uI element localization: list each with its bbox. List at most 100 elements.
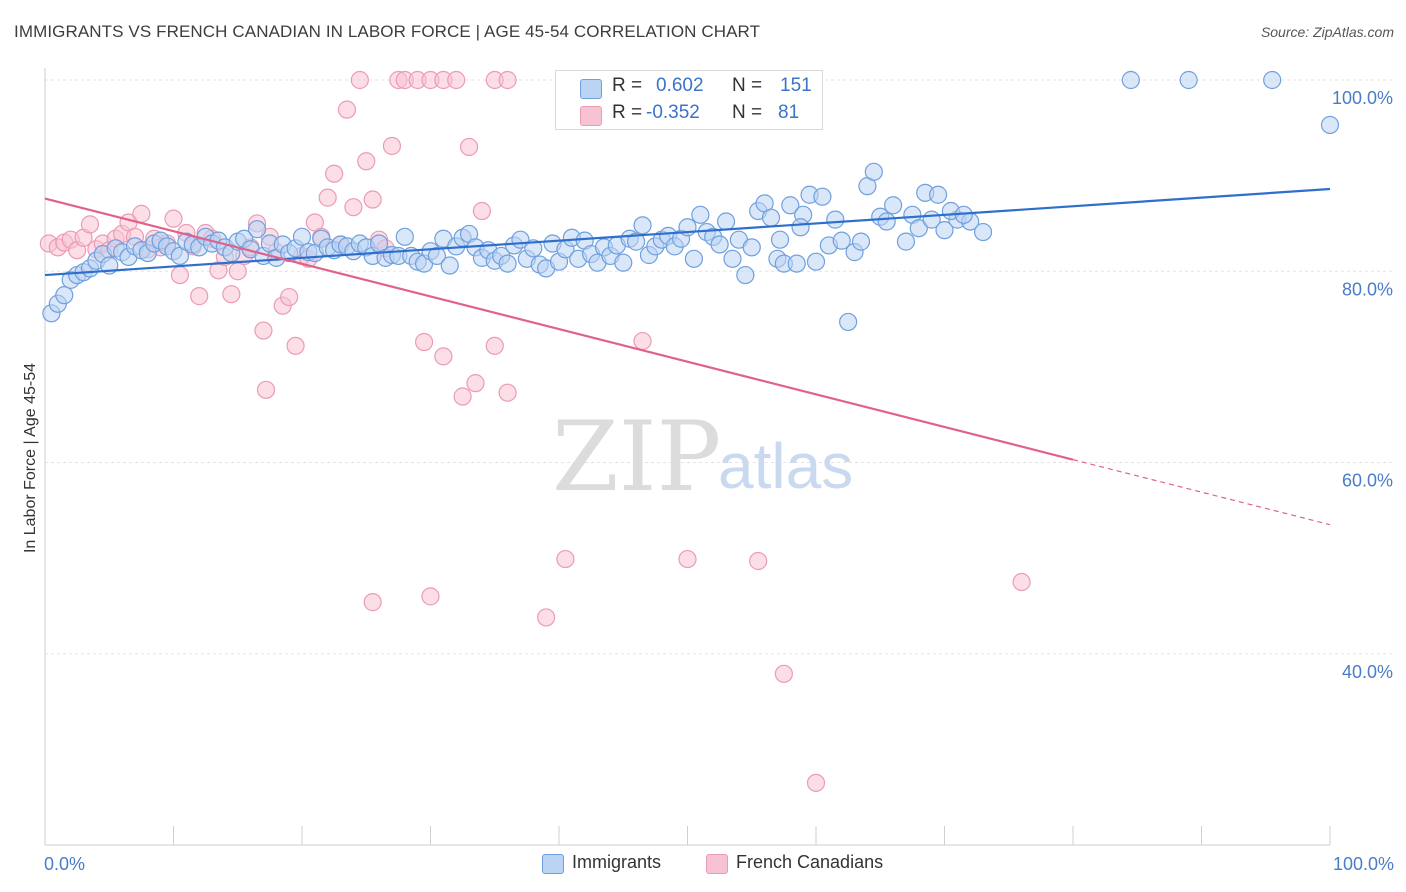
french-canadians-point <box>537 608 556 627</box>
french-canadians-point <box>132 204 151 223</box>
french-canadians-point <box>447 70 466 90</box>
immigrants-point <box>633 216 652 235</box>
y-tick-labels: 100.0% 80.0% 60.0% 40.0% <box>1332 88 1393 682</box>
french-canadians-point <box>459 137 479 157</box>
french-canadians-point <box>749 551 768 571</box>
immigrants-point <box>806 252 826 271</box>
french-canadians-points <box>39 70 1031 792</box>
legend-label: Immigrants <box>572 852 662 872</box>
immigrants-point <box>770 230 790 249</box>
immigrants-point <box>716 212 736 231</box>
french-canadians-point <box>337 100 357 119</box>
grid-lines <box>45 79 1395 655</box>
french-canadians-point <box>256 380 276 399</box>
french-canadians-point <box>357 152 376 171</box>
french-canadians-point <box>498 383 517 402</box>
immigrants-point <box>864 162 883 181</box>
french-canadians-point <box>434 347 453 366</box>
immigrants-point <box>813 187 832 206</box>
n-label: N = <box>732 75 763 96</box>
french-canadians-point <box>325 164 344 183</box>
stats-row-immigrants: R = 0.602 N = 151 <box>556 75 822 101</box>
r-label: R = <box>612 75 643 96</box>
source-credit: Source: ZipAtlas.com <box>1260 24 1394 40</box>
immigrants-point <box>791 218 810 237</box>
french-canadians-point <box>222 285 241 304</box>
french-canadians-point <box>318 188 337 207</box>
trend-lines <box>44 187 1331 526</box>
french-canadians-point <box>190 287 209 306</box>
french-canadians-point <box>774 664 793 683</box>
immigrants-point <box>292 227 312 246</box>
immigrants-point <box>55 286 74 305</box>
french-canadians-point <box>363 593 382 612</box>
french-canadians-point <box>363 190 382 209</box>
watermark: ZIP atlas <box>552 401 853 513</box>
immigrants-point <box>851 232 871 251</box>
immigrants-point <box>973 222 993 242</box>
r-label: R = <box>612 102 643 123</box>
immigrants-point <box>427 246 447 266</box>
immigrants-point <box>781 196 800 215</box>
french-canadians-point <box>254 321 273 340</box>
immigrants-point <box>395 227 414 246</box>
y-axis-label: In Labor Force | Age 45-54 <box>22 363 39 553</box>
legend-label: French Canadians <box>736 852 884 872</box>
immigrants-point <box>909 219 928 238</box>
immigrants-point <box>626 232 646 251</box>
immigrants-point <box>928 185 948 204</box>
french-canadians-point <box>80 215 100 234</box>
french-canadians-trend-line <box>44 197 1074 461</box>
french-swatch <box>580 106 602 126</box>
french-canadians-point <box>485 336 504 355</box>
n-value: 81 <box>778 102 800 123</box>
french-canadians-point <box>414 332 434 352</box>
chart-title: IMMIGRANTS VS FRENCH CANADIAN IN LABOR F… <box>14 22 761 41</box>
immigrants-point <box>614 253 633 272</box>
french-canadians-point <box>382 136 402 156</box>
french-canadians-point <box>1012 572 1031 592</box>
y-tick-label: 80.0% <box>1342 279 1393 299</box>
french-canadians-point <box>421 587 440 606</box>
immigrants-point <box>524 239 543 258</box>
immigrants-point <box>684 249 704 268</box>
french-canadians-trend-extension <box>1072 459 1331 526</box>
x-tick-label-max: 100.0% <box>1333 854 1394 874</box>
immigrants-point <box>839 312 858 332</box>
immigrants-point <box>826 210 845 229</box>
immigrants-trend-line <box>44 187 1331 277</box>
immigrants-point <box>883 196 903 215</box>
french-canadians-point <box>806 773 826 792</box>
french-canadians-point <box>498 70 517 90</box>
french-canadians-point <box>466 374 485 393</box>
stats-row-french: R = -0.352 N = 81 <box>556 102 822 128</box>
french-canadians-point <box>164 209 183 228</box>
french-canadians-point <box>453 387 472 406</box>
r-value: 0.602 <box>656 75 704 96</box>
french-canadians-point <box>472 201 491 221</box>
immigrants-point <box>247 220 267 239</box>
r-value: -0.352 <box>646 102 700 123</box>
french-canadians-point <box>556 549 575 569</box>
immigrants-point <box>896 232 916 251</box>
y-tick-label: 40.0% <box>1342 662 1393 682</box>
french-canadians-point <box>286 336 305 355</box>
immigrants-point <box>723 249 742 268</box>
x-tick-label-min: 0.0% <box>44 854 85 874</box>
immigrants-point <box>935 221 954 240</box>
french-canadians-point <box>280 287 299 307</box>
french-legend-swatch <box>706 854 728 874</box>
y-tick-label: 100.0% <box>1332 88 1393 108</box>
french-canadians-point <box>678 549 697 569</box>
immigrants-point <box>1121 70 1140 90</box>
immigrants-point <box>877 212 896 231</box>
watermark-zip-text: ZIP <box>552 401 721 513</box>
immigrants-point <box>742 238 761 257</box>
n-label: N = <box>732 102 763 123</box>
french-canadians-point <box>350 70 369 90</box>
immigrants-point <box>787 254 806 273</box>
axes <box>44 68 1331 846</box>
immigrants-point <box>736 265 755 285</box>
immigrants-point <box>1320 115 1340 135</box>
immigrants-point <box>832 231 851 250</box>
